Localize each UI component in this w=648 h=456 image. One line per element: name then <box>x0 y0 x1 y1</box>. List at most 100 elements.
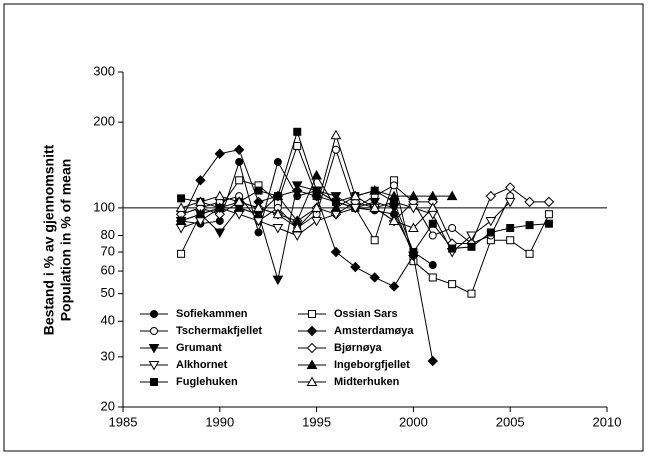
legend-marker <box>306 376 318 386</box>
data-point <box>291 222 303 233</box>
y-tick-label: 70 <box>101 243 115 258</box>
data-point <box>253 208 264 219</box>
legend-marker <box>306 342 318 354</box>
data-point <box>370 236 379 245</box>
legend-marker <box>306 325 318 337</box>
data-point <box>409 248 418 257</box>
data-point <box>350 261 361 273</box>
data-point <box>525 249 534 258</box>
data-point <box>428 261 437 270</box>
data-point <box>175 224 187 234</box>
data-point <box>195 196 206 206</box>
data-point <box>214 148 226 159</box>
legend-marker <box>150 310 158 318</box>
data-point <box>214 209 226 220</box>
x-tick-label: 1995 <box>302 414 331 429</box>
data-point <box>427 202 439 212</box>
y-tick-label: 80 <box>101 227 115 242</box>
data-point <box>312 186 321 195</box>
data-point <box>543 196 555 208</box>
data-point <box>293 127 302 136</box>
data-point <box>273 192 282 201</box>
data-point <box>330 202 342 212</box>
data-point <box>369 272 380 283</box>
x-tick-label: 1985 <box>109 414 138 429</box>
y-tick-label: 200 <box>93 114 115 129</box>
legend-label: Bjørnøya <box>334 342 383 354</box>
data-point <box>330 192 342 202</box>
data-point <box>175 202 187 212</box>
legend-marker <box>308 310 316 318</box>
y-tick-label: 100 <box>93 199 115 214</box>
data-point <box>330 246 342 258</box>
data-point <box>233 144 245 155</box>
data-point <box>291 181 303 191</box>
legend-label: Alkhornet <box>176 359 228 371</box>
data-point <box>253 202 264 212</box>
data-point <box>448 224 457 233</box>
data-point <box>408 222 419 233</box>
data-point <box>390 181 399 190</box>
data-point <box>330 129 342 140</box>
legend-marker <box>150 378 158 386</box>
data-point <box>177 194 186 203</box>
y-tick-label: 300 <box>93 63 115 78</box>
data-point <box>215 203 224 212</box>
data-point <box>214 190 226 201</box>
data-point <box>544 219 553 228</box>
data-point <box>506 236 515 245</box>
data-point <box>428 231 437 240</box>
data-point <box>524 196 535 208</box>
data-point <box>349 203 361 214</box>
data-point <box>331 197 340 206</box>
series-line <box>180 201 511 253</box>
data-point <box>369 197 381 208</box>
data-point <box>370 186 379 195</box>
legend-label: Midterhuken <box>334 376 400 388</box>
data-point <box>467 289 476 298</box>
data-point <box>233 210 245 220</box>
data-point <box>446 190 458 201</box>
legend-label: Tschermakfjellet <box>176 325 262 337</box>
data-point <box>233 202 245 212</box>
legend-label: Ossian Sars <box>334 308 398 320</box>
y-tick-label: 40 <box>101 313 115 328</box>
y-title: Bestand i % av gjennomsnitt Population i… <box>41 144 74 335</box>
legend-marker <box>306 359 318 369</box>
x-tick-label: 2010 <box>593 414 622 429</box>
data-point <box>254 228 263 237</box>
legend-label: Fuglehuken <box>176 376 238 388</box>
data-point <box>272 275 284 286</box>
data-point <box>388 281 400 292</box>
data-point <box>428 273 437 282</box>
data-point <box>408 203 419 214</box>
data-point <box>331 145 340 154</box>
legend-label: Sofiekammen <box>176 308 248 320</box>
data-point <box>195 175 206 186</box>
data-point <box>233 196 245 206</box>
data-point <box>235 157 244 166</box>
data-point <box>177 249 186 258</box>
legend-marker <box>148 344 160 354</box>
legend-label: Amsterdamøya <box>334 325 414 337</box>
frame <box>3 3 644 452</box>
data-point <box>272 208 284 219</box>
data-point <box>427 355 438 367</box>
data-point <box>466 231 477 242</box>
y-title-line: Bestand i % av gjennomsnitt <box>41 144 57 335</box>
data-point <box>485 216 497 227</box>
x-tick-label: 2000 <box>399 414 428 429</box>
data-point <box>293 141 302 150</box>
data-point <box>291 231 303 242</box>
series-line <box>180 148 511 245</box>
data-point <box>506 224 515 233</box>
data-point <box>195 208 206 219</box>
data-point <box>427 210 439 220</box>
y-tick-label: 20 <box>101 398 115 413</box>
data-point <box>175 215 187 225</box>
data-point <box>544 210 553 219</box>
data-point <box>428 219 437 228</box>
data-point <box>448 244 457 253</box>
data-point <box>273 157 282 166</box>
